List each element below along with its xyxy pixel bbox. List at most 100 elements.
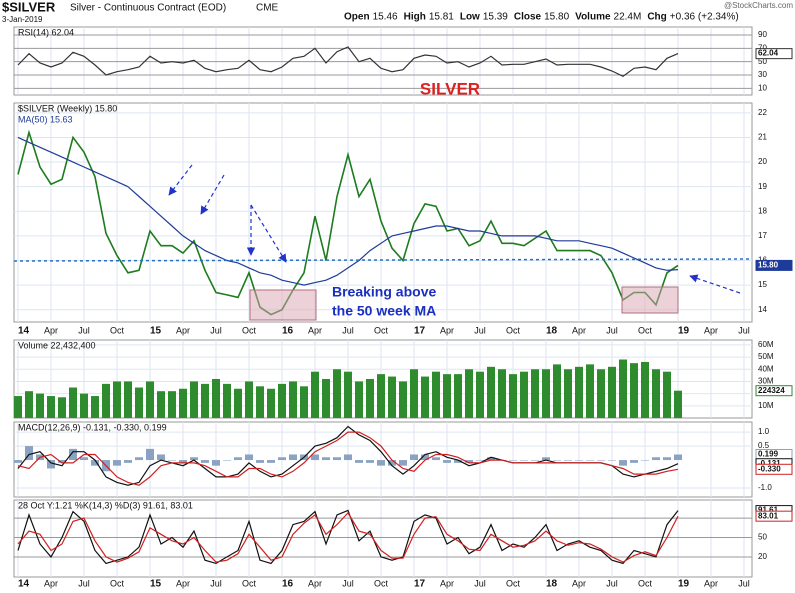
- y-tick-label: 19: [758, 182, 767, 191]
- x-tick-label: 14: [18, 326, 30, 337]
- x-tick-label: Oct: [242, 578, 257, 588]
- x-tick-label: Jul: [606, 325, 618, 335]
- bar: [344, 454, 352, 461]
- bar: [14, 396, 22, 418]
- legend-entry: MA(50) 15.63: [18, 114, 73, 124]
- y-tick-label: 50: [758, 57, 767, 66]
- value-box-label: 62.04: [758, 49, 779, 58]
- bar: [91, 396, 99, 418]
- series-line: [17, 511, 679, 563]
- bar: [146, 448, 154, 461]
- x-tick-label: Oct: [506, 325, 521, 335]
- bar: [80, 457, 88, 461]
- x-tick-label: Oct: [638, 578, 653, 588]
- exchange: CME: [256, 3, 279, 14]
- bar: [47, 460, 55, 469]
- bar: [377, 374, 385, 418]
- stat-value: +0.36 (+2.34%): [670, 12, 739, 23]
- bar: [300, 386, 308, 418]
- bar: [454, 374, 462, 418]
- value-box-label: -0.131: [758, 459, 781, 468]
- x-tick-label: Apr: [44, 578, 58, 588]
- bar: [256, 460, 264, 463]
- bar: [509, 374, 517, 418]
- x-tick-label: Oct: [506, 578, 521, 588]
- bar: [377, 460, 385, 466]
- value-box-label: 0.199: [758, 450, 779, 459]
- bar: [465, 369, 473, 418]
- bar: [388, 460, 396, 466]
- bar: [212, 460, 220, 466]
- stat-value: 15.81: [429, 12, 454, 23]
- x-tick-label: Apr: [704, 578, 718, 588]
- bar: [597, 460, 605, 461]
- bar: [256, 386, 264, 418]
- bar: [619, 359, 627, 418]
- bar: [663, 457, 671, 461]
- bar: [399, 460, 407, 466]
- bar: [113, 381, 121, 418]
- bar: [58, 460, 66, 463]
- bar: [267, 388, 275, 418]
- bar: [410, 369, 418, 418]
- bar: [542, 369, 550, 418]
- bar: [509, 460, 517, 461]
- x-tick-label: Oct: [242, 325, 257, 335]
- bar: [465, 460, 473, 463]
- value-box: [755, 463, 793, 475]
- series-line: [17, 46, 679, 77]
- bar: [575, 366, 583, 418]
- bar: [652, 457, 660, 461]
- y-tick-label: 70: [758, 43, 767, 52]
- x-tick-label: Oct: [110, 578, 125, 588]
- stat-value: 15.80: [544, 12, 569, 23]
- bar: [245, 381, 253, 418]
- arrow: [689, 274, 741, 294]
- stat-label: Volume: [575, 12, 611, 23]
- bar: [597, 369, 605, 418]
- y-tick-label: 10M: [758, 401, 774, 410]
- highlight-box: [621, 286, 679, 314]
- bar: [124, 381, 132, 418]
- y-tick-label: 50M: [758, 352, 774, 361]
- y-tick-label: 14: [758, 305, 767, 314]
- x-tick-label: Oct: [110, 325, 125, 335]
- bar: [47, 396, 55, 418]
- panel-title: 28 Oct Y:1.21 %K(14,3) %D(3) 91.61, 83.0…: [18, 500, 193, 510]
- value-box-label: 83.01: [758, 511, 779, 520]
- y-tick-label: 15: [758, 280, 767, 289]
- date: 3-Jan-2019: [2, 15, 43, 24]
- bar: [113, 460, 121, 466]
- annotation: Breaking above: [332, 284, 436, 300]
- bar: [14, 460, 22, 463]
- x-tick-label: Oct: [374, 578, 389, 588]
- y-tick-label: 18: [758, 206, 767, 215]
- x-tick-label: Apr: [308, 578, 322, 588]
- bar: [91, 460, 99, 466]
- bar: [366, 460, 374, 463]
- bar: [366, 379, 374, 418]
- bar: [322, 379, 330, 418]
- annotation-title: SILVER: [420, 79, 480, 98]
- bar: [179, 460, 187, 463]
- highlight-box: [249, 289, 317, 321]
- bar: [674, 390, 682, 418]
- stat-value: 15.46: [373, 12, 398, 23]
- arrow: [200, 174, 225, 215]
- bar: [619, 460, 627, 466]
- bar: [102, 383, 110, 418]
- value-box: [755, 48, 793, 60]
- y-tick-label: 17: [758, 231, 767, 240]
- bar: [201, 383, 209, 418]
- bar: [586, 364, 594, 418]
- y-tick-label: 30M: [758, 377, 774, 386]
- bar: [355, 460, 363, 463]
- bar: [311, 371, 319, 418]
- bar: [498, 369, 506, 418]
- panel-marks: [17, 46, 679, 77]
- x-tick-label: Jul: [210, 325, 222, 335]
- bar: [179, 388, 187, 418]
- x-tick-label: 15: [150, 579, 162, 590]
- x-tick-label: 18: [546, 579, 558, 590]
- bar: [443, 374, 451, 418]
